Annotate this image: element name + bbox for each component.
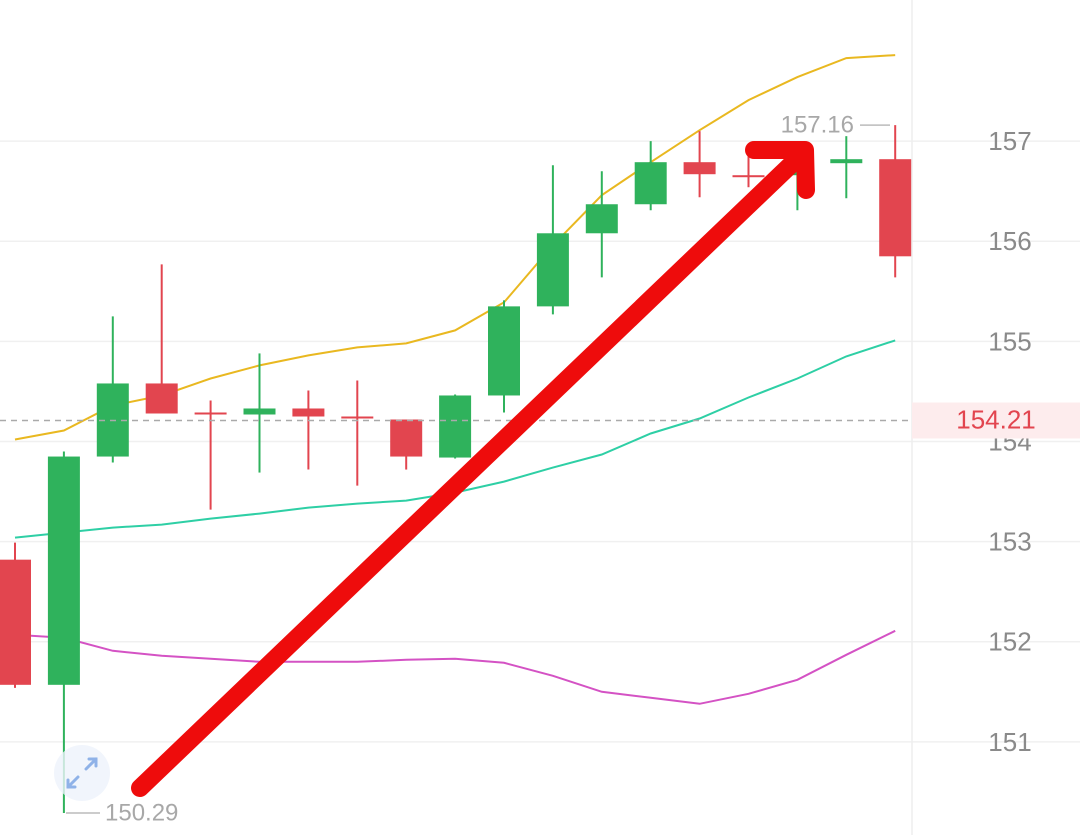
candle-body (830, 159, 863, 164)
y-tick-label: 156 (988, 226, 1031, 256)
candle-body (145, 383, 178, 414)
candle-body (243, 408, 276, 415)
candle-body (439, 395, 472, 458)
arrow-head (745, 141, 815, 199)
trend-arrow (131, 141, 815, 797)
y-tick-label: 151 (988, 727, 1031, 757)
candle-body (0, 559, 31, 685)
candle-body (488, 306, 520, 396)
candle-body (341, 416, 374, 419)
candle-body (390, 419, 423, 457)
annotations: 154.21 157.16 150.29 (0, 111, 1080, 826)
candle-body (732, 175, 765, 178)
candle-body (879, 159, 912, 257)
low-marker-label: 150.29 (105, 799, 178, 826)
ma-line (14, 629, 896, 705)
candles (0, 125, 912, 813)
candle-body (683, 162, 716, 175)
expand-icon[interactable] (54, 745, 110, 801)
y-tick-label: 155 (988, 326, 1031, 356)
expand-icon-bg[interactable] (54, 745, 110, 801)
high-marker-label: 157.16 (781, 111, 854, 138)
candle-body (292, 408, 325, 417)
candle-body (536, 233, 569, 307)
y-tick-label: 153 (988, 527, 1031, 557)
last-price-box (912, 402, 1080, 439)
candle-body (47, 456, 80, 685)
expand-icon-arrows[interactable] (66, 757, 98, 789)
arrow-shaft (131, 147, 809, 797)
grid (0, 140, 1080, 743)
ma-line (14, 54, 896, 441)
y-tick-label: 157 (988, 126, 1031, 156)
candle-body (634, 162, 667, 205)
candle-body (194, 412, 227, 415)
y-tick-label: 152 (988, 627, 1031, 657)
last-price-label: 154.21 (956, 404, 1036, 434)
candle-body (585, 204, 618, 234)
